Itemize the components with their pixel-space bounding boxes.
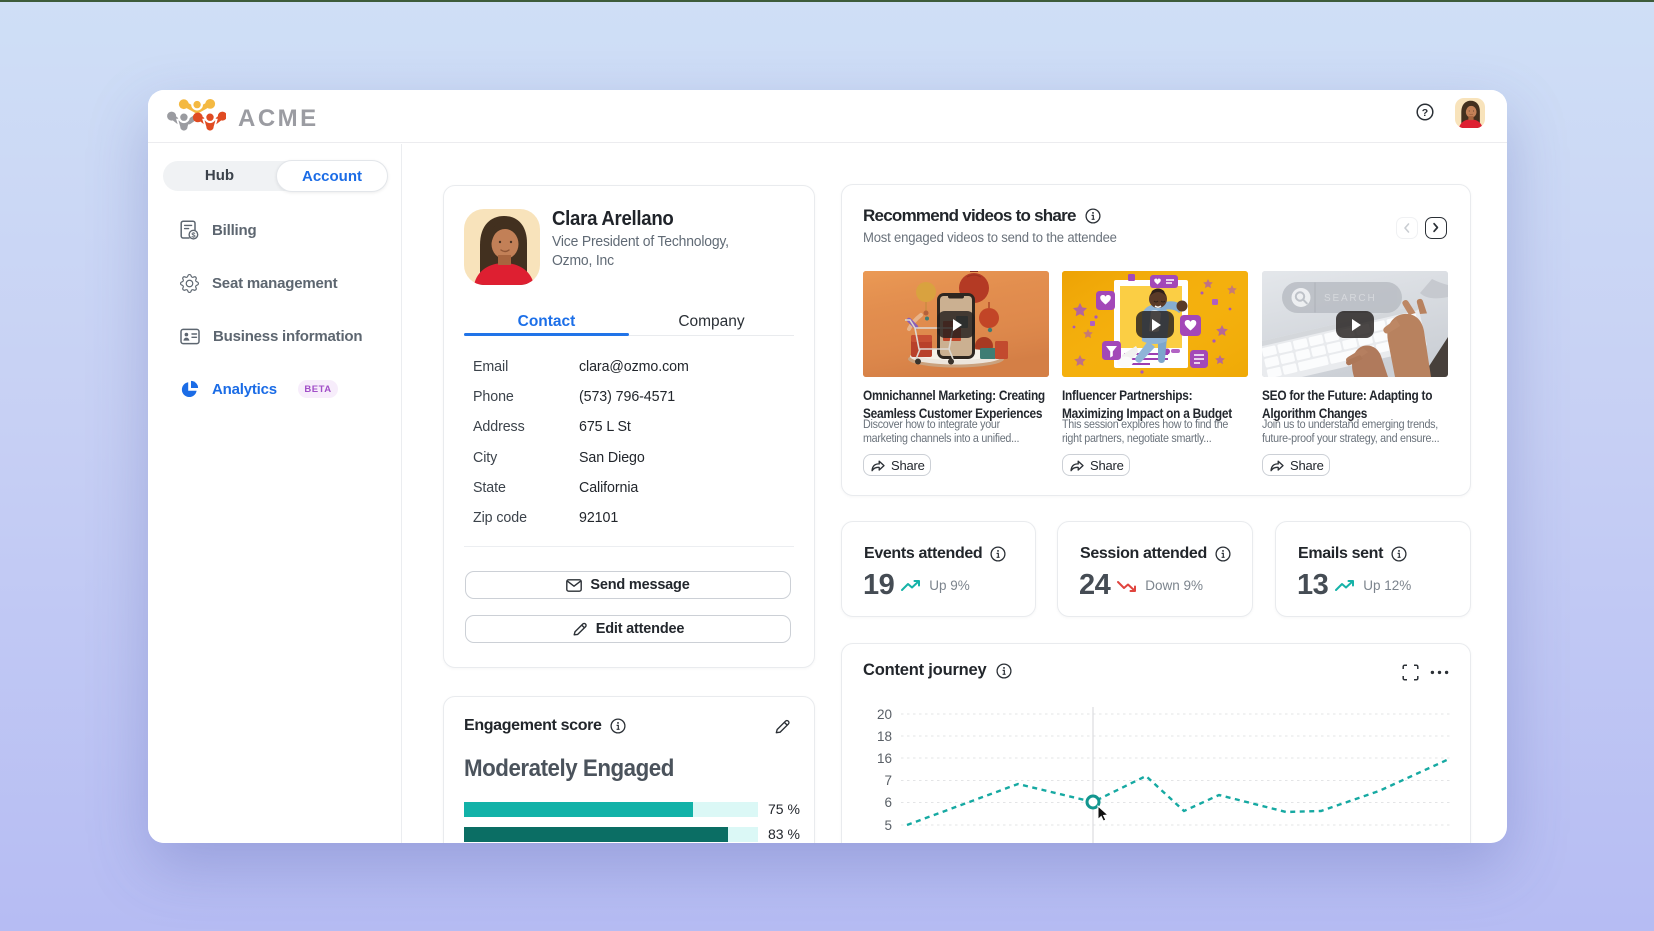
svg-text:5: 5 bbox=[884, 818, 892, 833]
svg-text:?: ? bbox=[1422, 107, 1428, 119]
svg-text:SEARCH: SEARCH bbox=[1324, 293, 1376, 304]
svg-text:20: 20 bbox=[877, 707, 892, 722]
svg-text:6: 6 bbox=[884, 795, 892, 810]
svg-text:7: 7 bbox=[884, 773, 892, 788]
svg-text:18: 18 bbox=[877, 729, 892, 744]
svg-text:16: 16 bbox=[877, 751, 892, 766]
svg-text:$: $ bbox=[191, 231, 196, 240]
